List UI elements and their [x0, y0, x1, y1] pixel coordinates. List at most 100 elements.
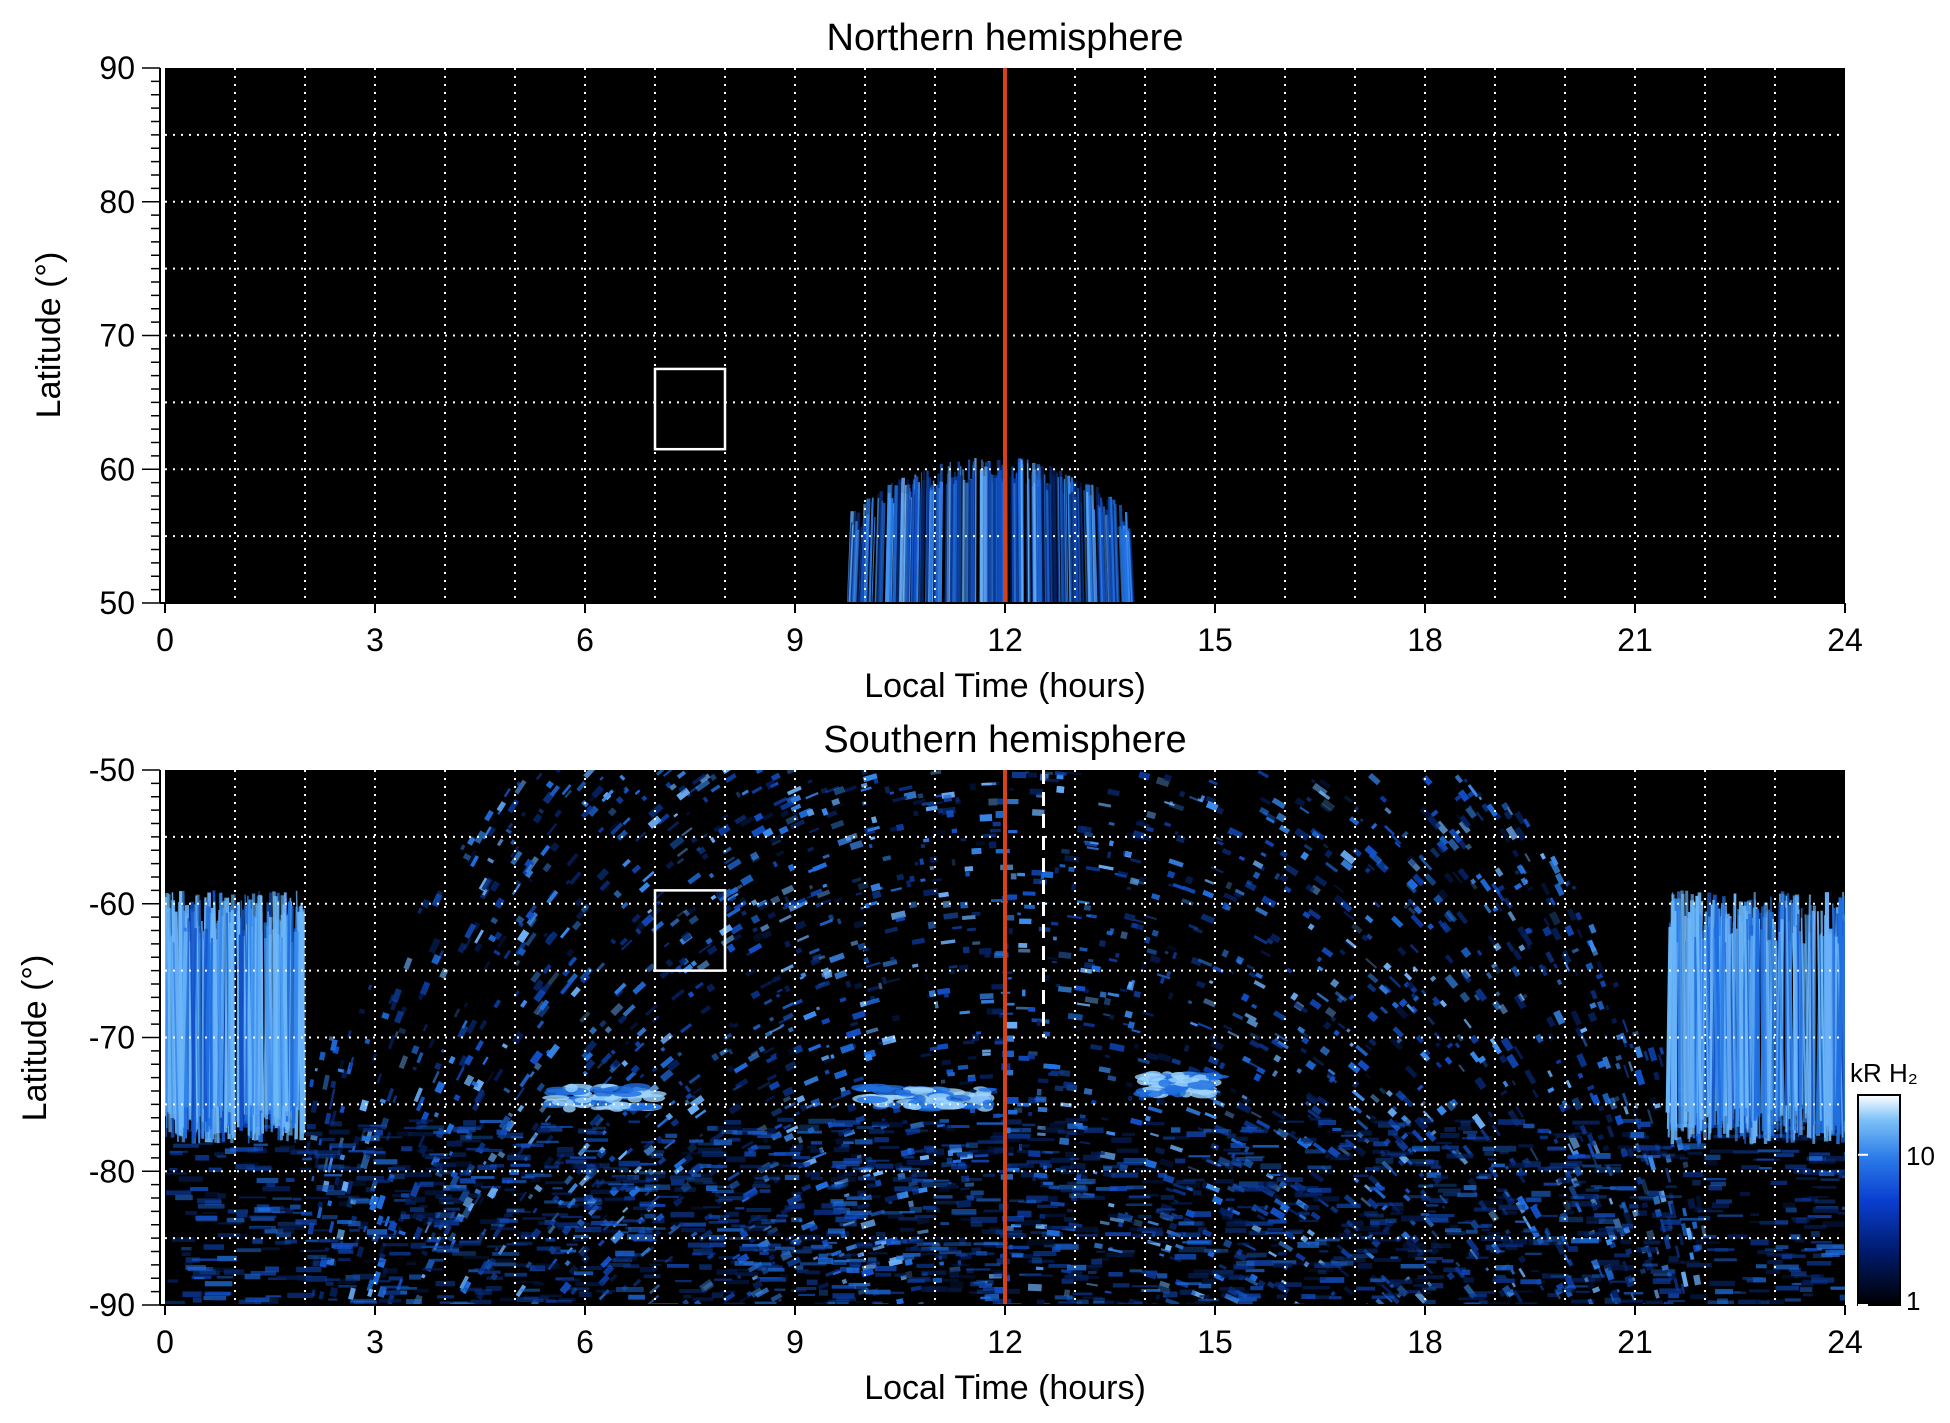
emission-speckle — [1286, 967, 1293, 974]
emission-speckle — [381, 1267, 389, 1279]
emission-speckle — [797, 1136, 804, 1144]
emission-speckle — [475, 1231, 486, 1244]
emission-speckle — [483, 961, 491, 971]
emission-speckle — [486, 1257, 497, 1269]
emission-speckle — [932, 1152, 945, 1158]
emission-speckle — [1529, 1147, 1539, 1162]
emission-speckle — [749, 851, 760, 861]
emission-speckle — [1312, 1056, 1325, 1067]
emission-speckle — [929, 865, 934, 871]
emission-speckle — [1547, 1032, 1555, 1042]
emission-speckle — [1371, 1238, 1381, 1248]
emission-speckle — [772, 1175, 779, 1184]
emission-speckle — [678, 1080, 684, 1086]
emission-speckle — [1365, 957, 1378, 969]
emission-speckle — [1033, 1172, 1048, 1179]
emission-speckle — [1253, 980, 1266, 990]
emission-speckle — [956, 1199, 972, 1208]
emission-speckle — [1066, 1208, 1073, 1213]
emission-speckle — [964, 1182, 975, 1187]
emission-speckle — [1103, 997, 1112, 1006]
emission-speckle — [786, 1194, 803, 1206]
emission-speckle — [903, 791, 917, 801]
emission-speckle — [1164, 950, 1169, 955]
emission-speckle — [1028, 1007, 1036, 1012]
emission-speckle — [843, 785, 858, 793]
emission-speckle — [526, 911, 539, 926]
emission-speckle — [676, 770, 686, 779]
emission-speckle — [951, 858, 956, 866]
emission-speckle — [825, 1268, 841, 1278]
emission-speckle — [726, 858, 742, 871]
emission-speckle — [1133, 1043, 1139, 1050]
emission-speckle — [866, 985, 880, 993]
emission-speckle — [1490, 962, 1498, 969]
emission-speckle — [905, 1270, 913, 1279]
emission-speckle — [549, 842, 560, 853]
emission-speckle — [641, 795, 648, 802]
emission-speckle — [1054, 867, 1060, 874]
emission-speckle — [578, 1246, 589, 1257]
emission-speckle — [1068, 1221, 1078, 1227]
emission-speckle — [683, 909, 691, 917]
emission-speckle — [1027, 1283, 1042, 1292]
emission-speckle — [1461, 971, 1472, 984]
emission-speckle — [815, 1006, 821, 1011]
emission-speckle — [543, 932, 548, 938]
emission-speckle — [1329, 978, 1340, 988]
emission-streak — [853, 529, 861, 603]
emission-speckle — [1244, 881, 1257, 892]
emission-speckle — [645, 1246, 655, 1254]
emission-speckle — [676, 910, 685, 918]
emission-speckle — [663, 942, 670, 948]
emission-speckle — [784, 896, 790, 903]
emission-speckle — [1474, 1304, 1487, 1305]
emission-speckle — [1146, 948, 1158, 956]
emission-speckle — [1178, 790, 1186, 798]
emission-speckle — [990, 898, 1002, 903]
emission-speckle — [1576, 928, 1583, 939]
emission-speckle — [1233, 1250, 1248, 1262]
emission-speckle — [679, 1023, 693, 1034]
emission-speckle — [690, 836, 698, 844]
emission-speckle — [310, 1134, 318, 1141]
emission-speckle — [566, 852, 579, 867]
emission-streak — [1063, 479, 1067, 603]
emission-speckle — [1065, 1134, 1069, 1139]
emission-speckle — [721, 813, 729, 820]
emission-speckle — [713, 825, 722, 833]
emission-speckle — [1117, 1221, 1124, 1228]
emission-speckle — [505, 828, 512, 835]
emission-speckle — [1055, 983, 1061, 988]
emission-speckle — [1109, 1216, 1125, 1224]
emission-speckle — [1099, 991, 1107, 998]
x-tick-label: 24 — [1827, 622, 1863, 658]
emission-speckle — [1449, 1098, 1459, 1108]
emission-streak — [926, 477, 932, 603]
emission-speckle — [845, 1243, 858, 1252]
emission-speckle — [685, 1092, 693, 1100]
emission-speckle — [991, 983, 1004, 990]
emission-speckle — [1375, 859, 1390, 874]
emission-speckle — [1305, 1092, 1319, 1103]
emission-speckle — [1098, 1066, 1111, 1074]
emission-speckle — [1278, 824, 1290, 835]
emission-speckle — [1006, 1069, 1014, 1076]
emission-speckle — [507, 822, 514, 830]
emission-speckle — [1008, 830, 1018, 834]
emission-speckle — [575, 905, 590, 921]
emission-speckle — [1622, 1019, 1629, 1033]
emission-speckle — [320, 1179, 325, 1185]
emission-speckle — [1048, 1184, 1060, 1190]
emission-streak — [1036, 464, 1042, 603]
emission-speckle — [796, 934, 810, 943]
emission-speckle — [1306, 796, 1312, 803]
emission-speckle — [1404, 1238, 1417, 1251]
emission-speckle — [1156, 973, 1171, 980]
emission-speckle — [639, 1073, 645, 1079]
emission-streak — [1121, 528, 1127, 603]
emission-speckle — [809, 1224, 819, 1232]
emission-speckle — [1459, 991, 1471, 1003]
emission-speckle — [913, 810, 919, 817]
emission-speckle — [1270, 1236, 1278, 1242]
